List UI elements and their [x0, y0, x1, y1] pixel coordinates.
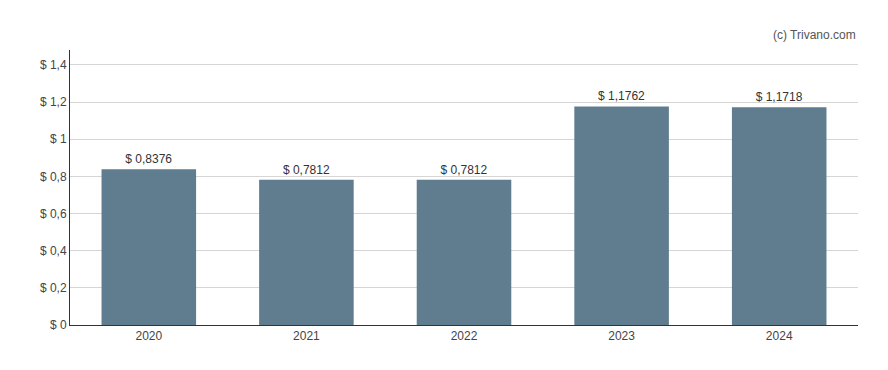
svg-text:$ 1,1762: $ 1,1762	[598, 89, 645, 103]
svg-text:2020: 2020	[135, 329, 162, 343]
svg-text:$ 0,8376: $ 0,8376	[125, 152, 172, 166]
svg-text:2022: 2022	[451, 329, 478, 343]
svg-text:$ 0,2: $ 0,2	[40, 281, 67, 295]
svg-text:$ 0,6: $ 0,6	[40, 207, 67, 221]
svg-text:2024: 2024	[766, 329, 793, 343]
svg-text:$ 1,4: $ 1,4	[40, 58, 67, 72]
svg-text:$ 1,1718: $ 1,1718	[756, 90, 803, 104]
svg-text:$ 0: $ 0	[50, 318, 67, 332]
svg-text:$ 0,7812: $ 0,7812	[283, 163, 330, 177]
svg-text:$ 0,4: $ 0,4	[40, 244, 67, 258]
svg-text:$ 1: $ 1	[50, 132, 67, 146]
svg-text:(c) Trivano.com: (c) Trivano.com	[773, 28, 856, 42]
svg-text:2021: 2021	[293, 329, 320, 343]
svg-text:2023: 2023	[608, 329, 635, 343]
svg-text:$ 0,8: $ 0,8	[40, 170, 67, 184]
svg-text:$ 0,7812: $ 0,7812	[440, 163, 487, 177]
svg-text:$ 1,2: $ 1,2	[40, 95, 67, 109]
